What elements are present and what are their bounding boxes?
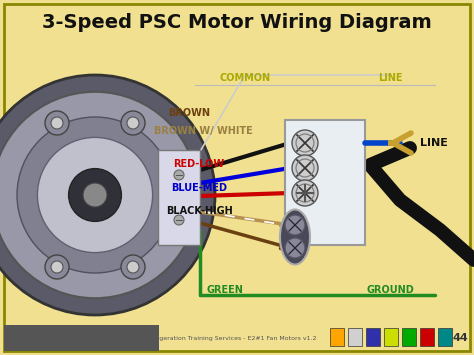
Circle shape xyxy=(37,137,153,253)
Circle shape xyxy=(51,117,63,129)
Text: COMMON: COMMON xyxy=(219,73,271,83)
Circle shape xyxy=(0,75,215,315)
Bar xyxy=(348,328,362,346)
Bar xyxy=(330,328,344,346)
Circle shape xyxy=(51,261,63,273)
Ellipse shape xyxy=(280,209,310,264)
Circle shape xyxy=(17,117,173,273)
Text: BLACK-HIGH: BLACK-HIGH xyxy=(166,206,232,216)
Circle shape xyxy=(285,215,305,235)
Circle shape xyxy=(292,130,318,156)
Text: BROWN W/ WHITE: BROWN W/ WHITE xyxy=(155,126,253,136)
Bar xyxy=(366,328,380,346)
Bar xyxy=(285,120,365,245)
Circle shape xyxy=(174,215,184,225)
Circle shape xyxy=(45,255,69,279)
Bar xyxy=(384,328,398,346)
Text: © 2005 Refrigeration Training Services - E2#1 Fan Motors v1.2: © 2005 Refrigeration Training Services -… xyxy=(119,335,317,341)
Text: BLUE-MED: BLUE-MED xyxy=(171,183,227,193)
Circle shape xyxy=(127,261,139,273)
Text: 44: 44 xyxy=(452,333,468,343)
Circle shape xyxy=(285,238,305,258)
Circle shape xyxy=(121,255,145,279)
Circle shape xyxy=(121,111,145,135)
Bar xyxy=(402,328,416,346)
Bar xyxy=(158,150,200,245)
Circle shape xyxy=(292,180,318,206)
Bar xyxy=(420,328,434,346)
Circle shape xyxy=(69,169,121,222)
Circle shape xyxy=(292,155,318,181)
Text: BROWN: BROWN xyxy=(169,108,210,118)
Text: LINE: LINE xyxy=(420,138,448,148)
Circle shape xyxy=(127,117,139,129)
Text: 3-Speed PSC Motor Wiring Diagram: 3-Speed PSC Motor Wiring Diagram xyxy=(42,12,432,32)
Circle shape xyxy=(45,111,69,135)
Text: GROUND: GROUND xyxy=(366,285,414,295)
Text: LINE: LINE xyxy=(378,73,402,83)
Text: RED-LOW: RED-LOW xyxy=(173,159,225,169)
Text: GREEN: GREEN xyxy=(207,285,244,295)
Circle shape xyxy=(174,170,184,180)
Circle shape xyxy=(83,183,107,207)
Bar xyxy=(4,325,159,351)
Circle shape xyxy=(0,92,198,298)
Bar xyxy=(438,328,452,346)
